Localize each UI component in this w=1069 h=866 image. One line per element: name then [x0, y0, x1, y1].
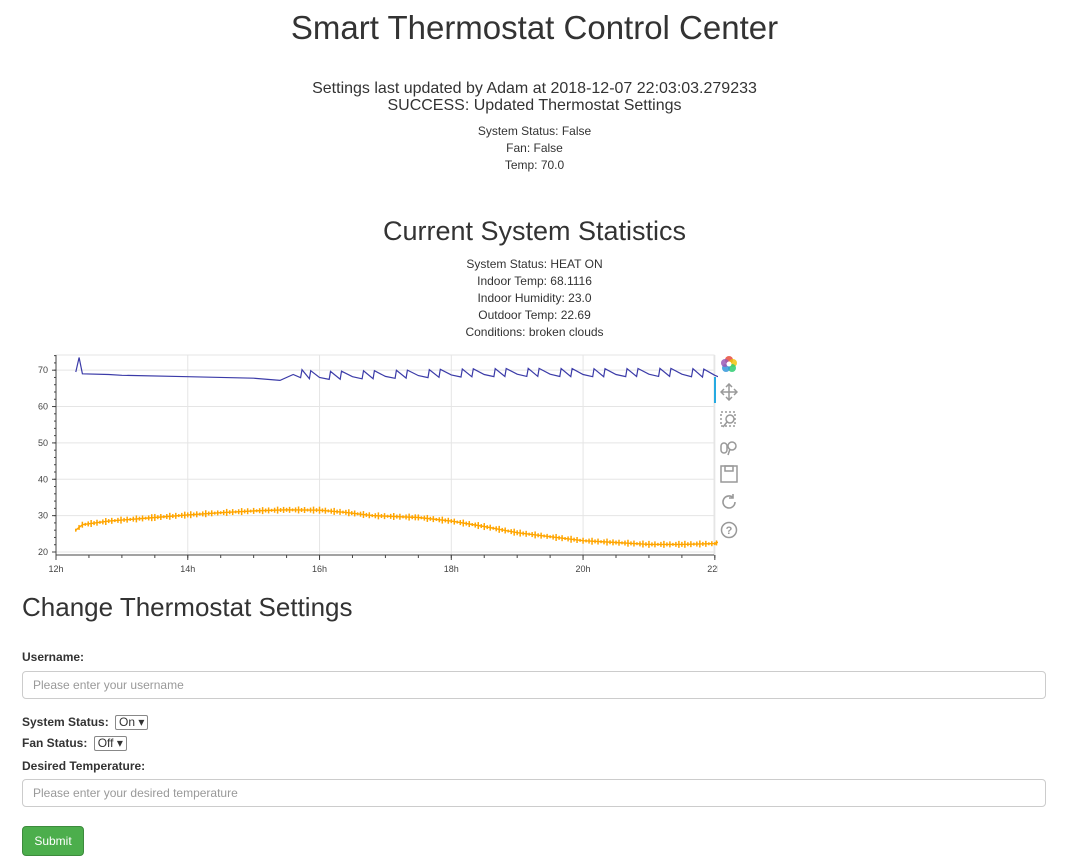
x-tick-label: 14h: [180, 564, 195, 574]
stat-indoor-temp: Indoor Temp: 68.1116: [477, 274, 592, 288]
bokeh-logo-icon[interactable]: [720, 355, 738, 373]
x-tick-label: 18h: [444, 564, 459, 574]
desired-temp-input[interactable]: Please enter your desired temperature: [22, 779, 1046, 807]
update-message: Settings last updated by Adam at 2018-12…: [0, 80, 1069, 114]
y-tick-label: 20: [38, 547, 48, 557]
stat-indoor-humidity: Indoor Humidity: 23.0: [477, 291, 592, 305]
fan-status-value: Off: [97, 736, 114, 750]
pan-icon[interactable]: [719, 382, 739, 402]
system-status-label: System Status:: [22, 715, 109, 729]
indoor-temp-line: [75, 357, 718, 382]
system-status-row: System Status: On ▾: [22, 715, 149, 730]
x-tick-label: 20h: [576, 564, 591, 574]
system-status-select[interactable]: On ▾: [115, 715, 149, 730]
y-tick-label: 30: [38, 511, 48, 521]
success-message: SUCCESS: Updated Thermostat Settings: [387, 97, 682, 114]
outdoor-temp-line: [75, 509, 718, 546]
box-zoom-icon[interactable]: [720, 411, 738, 429]
stat-conditions: Conditions: broken clouds: [465, 325, 604, 339]
fan-status-row: Fan Status: Off ▾: [22, 736, 127, 751]
settings-fan: Fan: False: [506, 141, 563, 155]
x-tick-label: 16h: [312, 564, 327, 574]
last-updated-text: Settings last updated by Adam at 2018-12…: [312, 80, 757, 97]
form-heading: Change Thermostat Settings: [22, 592, 353, 622]
page-title: Smart Thermostat Control Center: [290, 9, 779, 46]
dropdown-arrow-icon: ▾: [116, 736, 123, 750]
username-input[interactable]: Please enter your username: [22, 671, 1046, 699]
settings-temp: Temp: 70.0: [504, 158, 565, 172]
y-tick-label: 60: [38, 402, 48, 412]
active-tool-indicator: [714, 377, 716, 403]
dropdown-arrow-icon: ▾: [138, 715, 145, 729]
stat-system-status: System Status: HEAT ON: [466, 257, 603, 271]
temperature-chart[interactable]: 20 30 40 50 60 70 12h 14h 16h 18h 20h 22h: [18, 350, 718, 585]
system-status-value: On: [119, 715, 136, 729]
fan-status-select[interactable]: Off ▾: [93, 736, 127, 751]
desired-temp-label: Desired Temperature:: [22, 759, 146, 773]
save-icon[interactable]: [720, 465, 738, 483]
svg-text:?: ?: [726, 525, 733, 537]
username-label: Username:: [22, 650, 85, 664]
wheel-zoom-icon[interactable]: [720, 439, 738, 457]
help-icon[interactable]: ?: [720, 521, 738, 539]
stat-outdoor-temp: Outdoor Temp: 22.69: [478, 308, 591, 322]
submit-button[interactable]: Submit: [22, 826, 84, 856]
y-tick-label: 40: [38, 474, 48, 484]
plot-area: [55, 354, 715, 556]
current-settings: System Status: False Fan: False Temp: 70…: [0, 123, 1069, 174]
x-tick-label: 12h: [48, 564, 63, 574]
fan-status-label: Fan Status:: [22, 736, 88, 750]
reset-icon[interactable]: [720, 493, 738, 511]
settings-system-status: System Status: False: [477, 124, 592, 138]
system-statistics: System Status: HEAT ON Indoor Temp: 68.1…: [0, 256, 1069, 341]
x-tick-label: 22h: [707, 564, 718, 574]
y-tick-label: 50: [38, 438, 48, 448]
y-tick-label: 70: [38, 365, 48, 375]
chart-toolbar: ?: [714, 353, 744, 553]
stats-heading: Current System Statistics: [382, 216, 687, 246]
